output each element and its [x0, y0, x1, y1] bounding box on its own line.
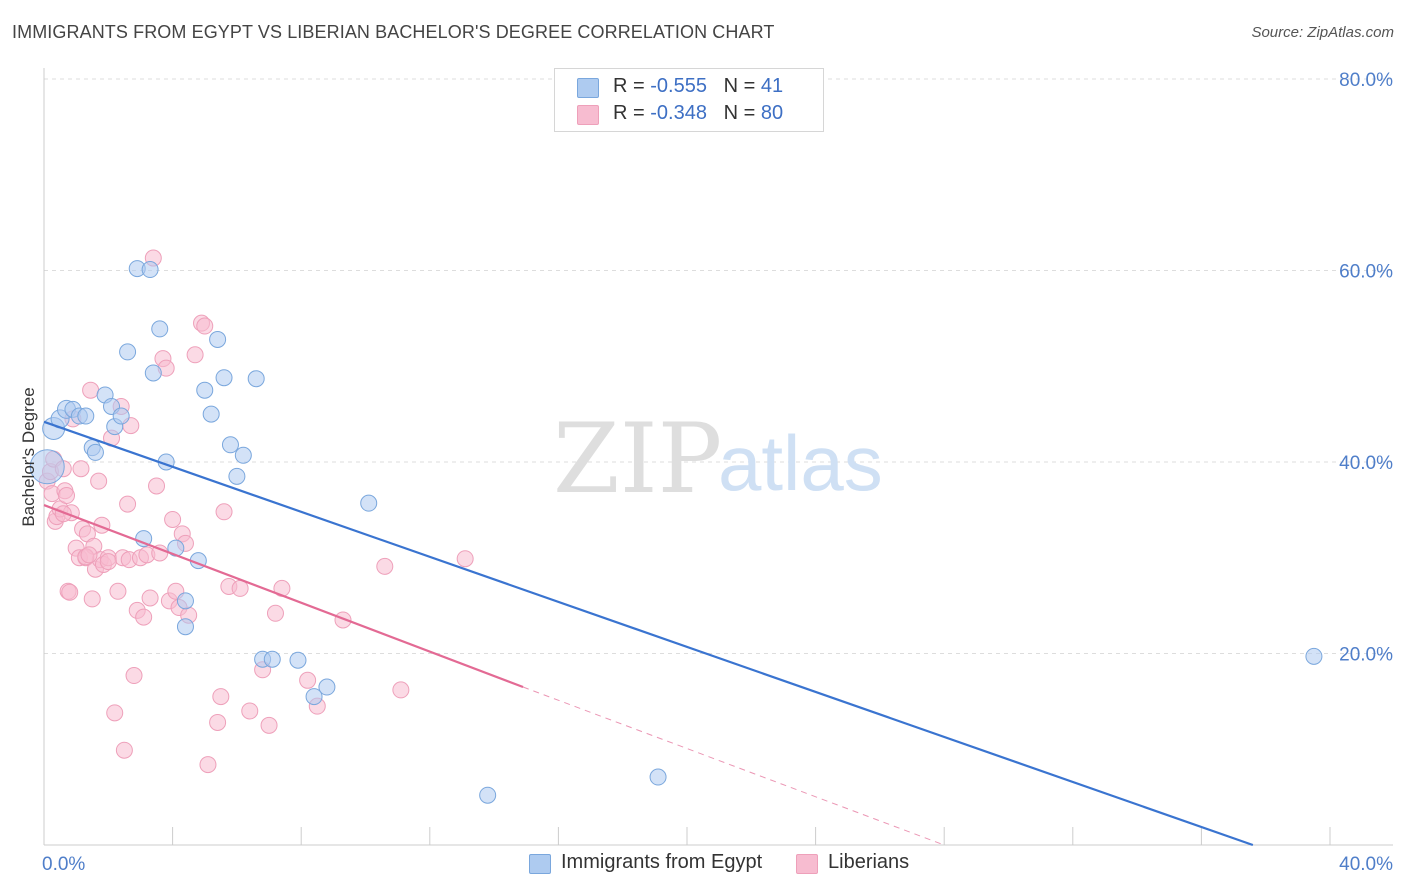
point-liberian — [99, 553, 117, 571]
series-label-egypt: Immigrants from Egypt — [561, 851, 763, 873]
y-tick-label: 80.0% — [1339, 70, 1393, 91]
point-egypt — [196, 381, 214, 399]
point-liberian — [90, 472, 108, 490]
point-liberian — [125, 667, 143, 685]
point-liberian — [199, 756, 217, 774]
point-liberian — [58, 487, 76, 505]
series-swatch-egypt — [529, 854, 551, 874]
y-axis-label: Bachelor's Degree — [19, 387, 38, 526]
trendline-liberian — [43, 504, 524, 689]
point-liberian — [54, 505, 72, 523]
legend-swatch-liberian — [577, 105, 599, 125]
point-liberian — [164, 510, 182, 528]
point-liberian — [196, 317, 214, 335]
point-egypt — [141, 261, 159, 279]
point-liberian — [266, 604, 284, 622]
point-liberian — [83, 590, 101, 608]
tick-label-layer: 20.0% 40.0% 60.0% 80.0% 0.0% 40.0% — [42, 70, 1393, 875]
point-liberian — [299, 671, 317, 689]
point-liberian — [241, 702, 259, 720]
point-liberian — [109, 582, 127, 600]
point-egypt — [234, 446, 252, 464]
correlation-legend: R = -0.555 N = 41 R = -0.348 N = 80 — [554, 68, 824, 132]
point-liberian — [215, 503, 233, 521]
point-liberian — [80, 546, 98, 564]
point-egypt — [649, 768, 667, 786]
source-credit: Source: ZipAtlas.com — [1251, 24, 1394, 41]
legend-text-egypt: R = -0.555 N = 41 — [613, 75, 783, 98]
x-tick-label: 0.0% — [42, 854, 85, 875]
point-liberian — [392, 681, 410, 699]
series-label-liberian: Liberians — [828, 851, 910, 873]
y-tick-label: 20.0% — [1339, 645, 1393, 666]
point-egypt — [176, 592, 194, 610]
point-liberian — [115, 741, 133, 759]
point-liberian — [135, 608, 153, 626]
point-egypt — [318, 678, 336, 696]
point-liberian — [456, 550, 474, 568]
point-liberian — [186, 346, 204, 364]
series-legend: Immigrants from Egypt Liberians — [0, 851, 1406, 879]
point-egypt — [360, 494, 378, 512]
point-egypt — [202, 405, 220, 423]
point-egypt — [86, 443, 104, 461]
legend-r-value: -0.555 — [650, 75, 707, 97]
point-liberian — [148, 477, 166, 495]
legend-r-label: R = — [613, 75, 651, 97]
point-egypt — [135, 530, 153, 548]
legend-swatch-egypt — [577, 78, 599, 98]
point-liberian — [141, 589, 159, 607]
point-egypt — [29, 449, 65, 485]
point-egypt — [209, 330, 227, 348]
legend-text-liberian: R = -0.348 N = 80 — [613, 102, 783, 125]
point-egypt — [305, 688, 323, 706]
watermark-atlas: atlas — [718, 419, 883, 507]
point-liberian — [61, 583, 79, 601]
point-liberian — [106, 704, 124, 722]
point-egypt — [221, 436, 239, 454]
point-liberian — [209, 713, 227, 731]
watermark-zip: ZIP — [553, 403, 722, 515]
legend-r-value: -0.348 — [650, 102, 707, 124]
point-egypt — [119, 343, 137, 361]
trendline-extension-liberian — [522, 686, 945, 846]
point-egypt — [77, 407, 95, 425]
legend-r-label: R = — [613, 102, 651, 124]
point-liberian — [119, 495, 137, 513]
point-egypt — [479, 786, 497, 804]
series-swatch-liberian — [796, 854, 818, 874]
grid-layer — [44, 78, 1393, 654]
point-liberian — [82, 381, 100, 399]
point-liberian — [376, 557, 394, 575]
chart-title: IMMIGRANTS FROM EGYPT VS LIBERIAN BACHEL… — [12, 22, 775, 42]
point-egypt — [263, 650, 281, 668]
point-egypt — [289, 651, 307, 669]
point-egypt — [112, 407, 130, 425]
x-tick-label: 40.0% — [1339, 854, 1393, 875]
y-tick-label: 40.0% — [1339, 453, 1393, 474]
point-egypt — [215, 369, 233, 387]
point-egypt — [176, 618, 194, 636]
point-liberian — [260, 716, 278, 734]
legend-n-value: 41 — [760, 75, 784, 97]
legend-n-label: N = — [723, 102, 761, 124]
point-egypt — [247, 370, 265, 388]
legend-n-label: N = — [723, 75, 761, 97]
point-liberian — [72, 460, 90, 478]
trendline-egypt — [43, 420, 1254, 847]
point-egypt — [151, 320, 169, 338]
points-layer — [29, 249, 1323, 804]
point-egypt — [228, 467, 246, 485]
point-egypt — [1305, 647, 1323, 665]
point-liberian — [212, 688, 230, 706]
legend-n-value: 80 — [760, 102, 784, 124]
trend-layer — [43, 420, 1254, 847]
y-tick-label: 60.0% — [1339, 262, 1393, 283]
point-egypt — [144, 364, 162, 382]
